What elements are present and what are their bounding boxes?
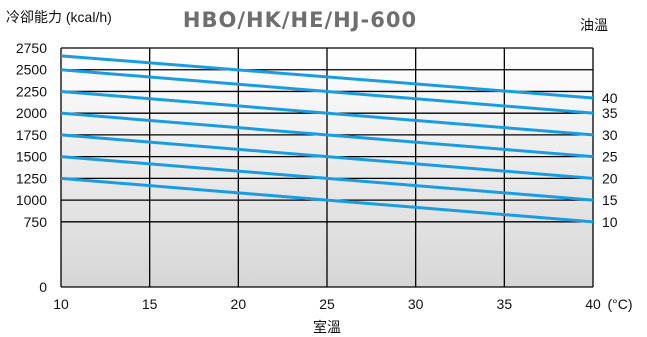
y-tick-label: 1500 <box>16 149 47 165</box>
series-group-label: 油溫 <box>580 17 608 33</box>
series-label-25: 25 <box>602 149 618 165</box>
series-label-35: 35 <box>602 105 618 121</box>
y-tick-label: 1000 <box>16 192 47 208</box>
x-tick-label: 25 <box>319 296 335 312</box>
series-label-30: 30 <box>602 127 618 143</box>
chart-title: HBO/HK/HE/HJ-600 <box>183 8 417 32</box>
series-line-20 <box>60 133 594 180</box>
y-tick-label: 2000 <box>16 105 47 121</box>
x-axis-label: 室溫 <box>313 319 341 335</box>
x-axis-unit: (°C) <box>607 296 632 312</box>
series-line-35 <box>60 68 594 115</box>
x-tick-label: 10 <box>53 296 69 312</box>
y-tick-label: 2250 <box>16 83 47 99</box>
series-line-30 <box>60 89 594 137</box>
y-tick-label: 1750 <box>16 127 47 143</box>
y-tick-label: 750 <box>24 214 48 230</box>
x-tick-label: 30 <box>408 296 424 312</box>
x-tick-label: 15 <box>142 296 158 312</box>
series-label-20: 20 <box>602 170 618 186</box>
y-tick-label: 2500 <box>16 62 47 78</box>
series-label-40: 40 <box>602 90 618 106</box>
x-tick-label: 35 <box>497 296 513 312</box>
series-line-25 <box>60 111 594 159</box>
x-tick-label: 40 <box>585 296 601 312</box>
x-tick-label: 20 <box>231 296 247 312</box>
series-line-40 <box>60 54 594 100</box>
y-tick-labels: 0 750 1000 1250 1500 1750 2000 2250 2500 2750 <box>16 40 47 295</box>
series-line-10 <box>60 176 594 224</box>
y-tick-label: 1250 <box>16 170 47 186</box>
series-label-10: 10 <box>602 214 618 230</box>
series-lines <box>60 54 594 224</box>
series-label-15: 15 <box>602 192 618 208</box>
y-axis-label: 冷卻能力 (kcal/h) <box>6 9 112 25</box>
series-line-15 <box>60 155 594 202</box>
y-tick-label: 2750 <box>16 40 47 56</box>
y-tick-label: 0 <box>39 279 47 295</box>
x-tick-labels: 10 15 20 25 30 35 40 <box>53 296 601 312</box>
